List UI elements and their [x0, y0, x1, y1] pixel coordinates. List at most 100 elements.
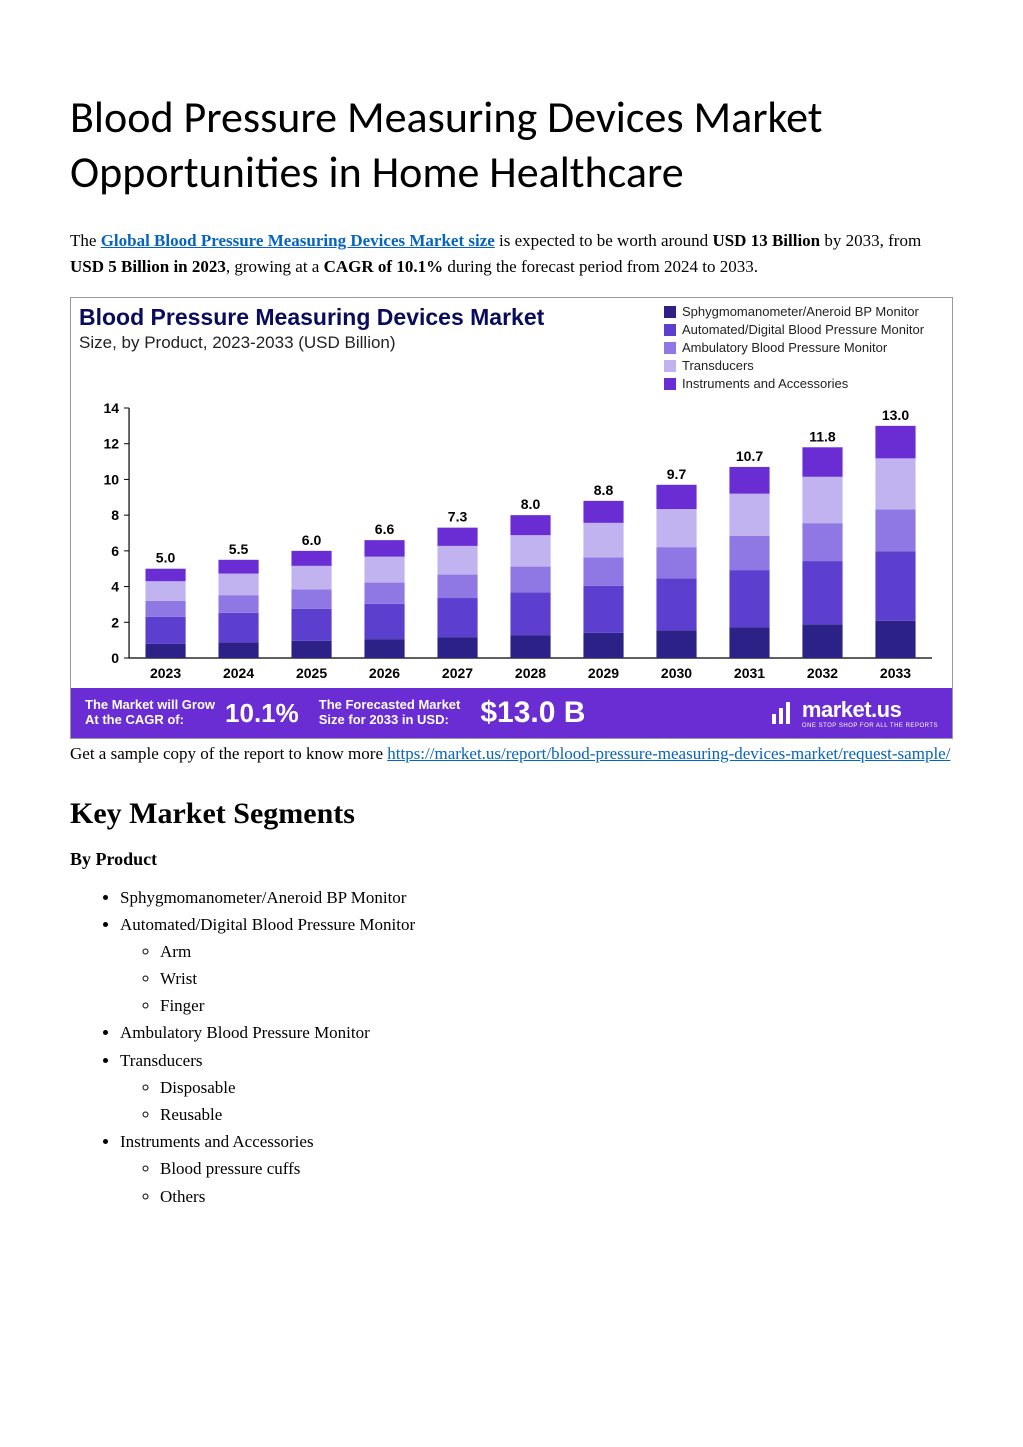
bar-segment [510, 635, 550, 658]
intro-link[interactable]: Global Blood Pressure Measuring Devices … [101, 231, 495, 250]
bar-segment [437, 598, 477, 637]
bar-segment [802, 447, 842, 477]
bar-segment [437, 637, 477, 658]
bar-segment [291, 641, 331, 658]
bar-segment [218, 595, 258, 613]
bar-segment [802, 624, 842, 658]
list-item: Blood pressure cuffs [160, 1155, 953, 1182]
by-product-heading: By Product [70, 849, 953, 870]
chart-plot: 024681012145.020235.520246.020256.620267… [81, 398, 942, 688]
bar-segment [291, 551, 331, 566]
bar-segment [729, 494, 769, 536]
intro-bold: CAGR of 10.1% [324, 257, 443, 276]
bar-value-label: 5.5 [229, 541, 249, 557]
bar-segment [802, 523, 842, 561]
legend-item: Ambulatory Blood Pressure Monitor [664, 340, 944, 355]
bar-segment [291, 566, 331, 590]
bar-segment [656, 509, 696, 547]
svg-text:2: 2 [111, 614, 119, 630]
bar-value-label: 8.8 [594, 482, 614, 498]
intro-text: by 2033, from [820, 231, 921, 250]
svg-text:10: 10 [103, 471, 119, 487]
bar-value-label: 9.7 [667, 466, 687, 482]
bar-segment [875, 458, 915, 509]
bar-value-label: 6.6 [375, 521, 395, 537]
legend-label: Sphygmomanometer/Aneroid BP Monitor [682, 304, 919, 319]
bar-value-label: 6.0 [302, 532, 322, 548]
bar-value-label: 11.8 [809, 428, 836, 444]
product-list: Sphygmomanometer/Aneroid BP Monitor Autom… [70, 884, 953, 1210]
bar-segment [802, 477, 842, 523]
bar-segment [291, 609, 331, 641]
x-tick-label: 2026 [369, 665, 400, 681]
chart-title: Blood Pressure Measuring Devices Market [79, 304, 664, 331]
chart-container: Blood Pressure Measuring Devices Market … [70, 297, 953, 739]
legend-item: Automated/Digital Blood Pressure Monitor [664, 322, 944, 337]
bar-segment [145, 601, 185, 617]
bar-segment [364, 639, 404, 658]
intro-paragraph: The Global Blood Pressure Measuring Devi… [70, 228, 953, 279]
list-item-label: Sphygmomanometer/Aneroid BP Monitor [120, 888, 406, 907]
sub-list: DisposableReusable [120, 1074, 953, 1128]
bar-segment [875, 426, 915, 459]
x-tick-label: 2027 [442, 665, 473, 681]
bar-segment [145, 569, 185, 582]
bar-segment [729, 467, 769, 494]
svg-text:6: 6 [111, 543, 119, 559]
bar-segment [364, 557, 404, 583]
list-item: Finger [160, 992, 953, 1019]
bar-segment [875, 509, 915, 551]
bar-segment [656, 547, 696, 578]
legend-swatch [664, 378, 676, 390]
bar-segment [145, 617, 185, 644]
legend-item: Instruments and Accessories [664, 376, 944, 391]
x-tick-label: 2028 [515, 665, 546, 681]
intro-bold: USD 5 Billion in 2023 [70, 257, 226, 276]
list-item: Wrist [160, 965, 953, 992]
legend-label: Automated/Digital Blood Pressure Monitor [682, 322, 924, 337]
sample-caption: Get a sample copy of the report to know … [70, 741, 953, 767]
page-title: Blood Pressure Measuring Devices Market … [70, 90, 953, 200]
svg-text:4: 4 [111, 579, 119, 595]
bar-segment [437, 575, 477, 598]
bar-segment [729, 536, 769, 570]
bar-value-label: 7.3 [448, 509, 468, 525]
bar-segment [729, 570, 769, 627]
bar-segment [583, 557, 623, 585]
legend-item: Sphygmomanometer/Aneroid BP Monitor [664, 304, 944, 319]
banner-forecast-value: $13.0 B [480, 696, 585, 730]
svg-text:8: 8 [111, 507, 119, 523]
bar-segment [145, 581, 185, 601]
sub-list: ArmWristFinger [120, 938, 953, 1020]
intro-text: The [70, 231, 101, 250]
list-item: Others [160, 1183, 953, 1210]
svg-text:12: 12 [103, 436, 119, 452]
x-tick-label: 2023 [150, 665, 181, 681]
sample-link[interactable]: https://market.us/report/blood-pressure-… [387, 744, 950, 763]
x-tick-label: 2033 [880, 665, 911, 681]
list-item: Instruments and AccessoriesBlood pressur… [120, 1128, 953, 1210]
x-tick-label: 2032 [807, 665, 838, 681]
legend-swatch [664, 360, 676, 372]
brand-tagline: ONE STOP SHOP FOR ALL THE REPORTS [802, 723, 938, 729]
x-tick-label: 2024 [223, 665, 254, 681]
segments-heading: Key Market Segments [70, 797, 953, 831]
bar-segment [802, 561, 842, 624]
bar-segment [583, 523, 623, 558]
sub-list: Blood pressure cuffsOthers [120, 1155, 953, 1209]
chart-legend: Sphygmomanometer/Aneroid BP Monitor Autom… [664, 304, 944, 394]
svg-text:14: 14 [103, 400, 119, 416]
bar-segment [875, 551, 915, 621]
bar-segment [291, 589, 331, 608]
bar-segment [218, 613, 258, 642]
bar-value-label: 8.0 [521, 496, 541, 512]
list-item: Disposable [160, 1074, 953, 1101]
bar-segment [510, 592, 550, 635]
legend-item: Transducers [664, 358, 944, 373]
list-item-label: Automated/Digital Blood Pressure Monitor [120, 915, 415, 934]
banner-cagr-label: The Market will GrowAt the CAGR of: [85, 698, 215, 728]
legend-label: Instruments and Accessories [682, 376, 848, 391]
bar-segment [656, 578, 696, 630]
x-tick-label: 2031 [734, 665, 765, 681]
bar-segment [583, 501, 623, 523]
